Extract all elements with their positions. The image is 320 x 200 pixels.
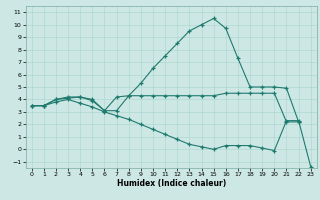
X-axis label: Humidex (Indice chaleur): Humidex (Indice chaleur)	[116, 179, 226, 188]
